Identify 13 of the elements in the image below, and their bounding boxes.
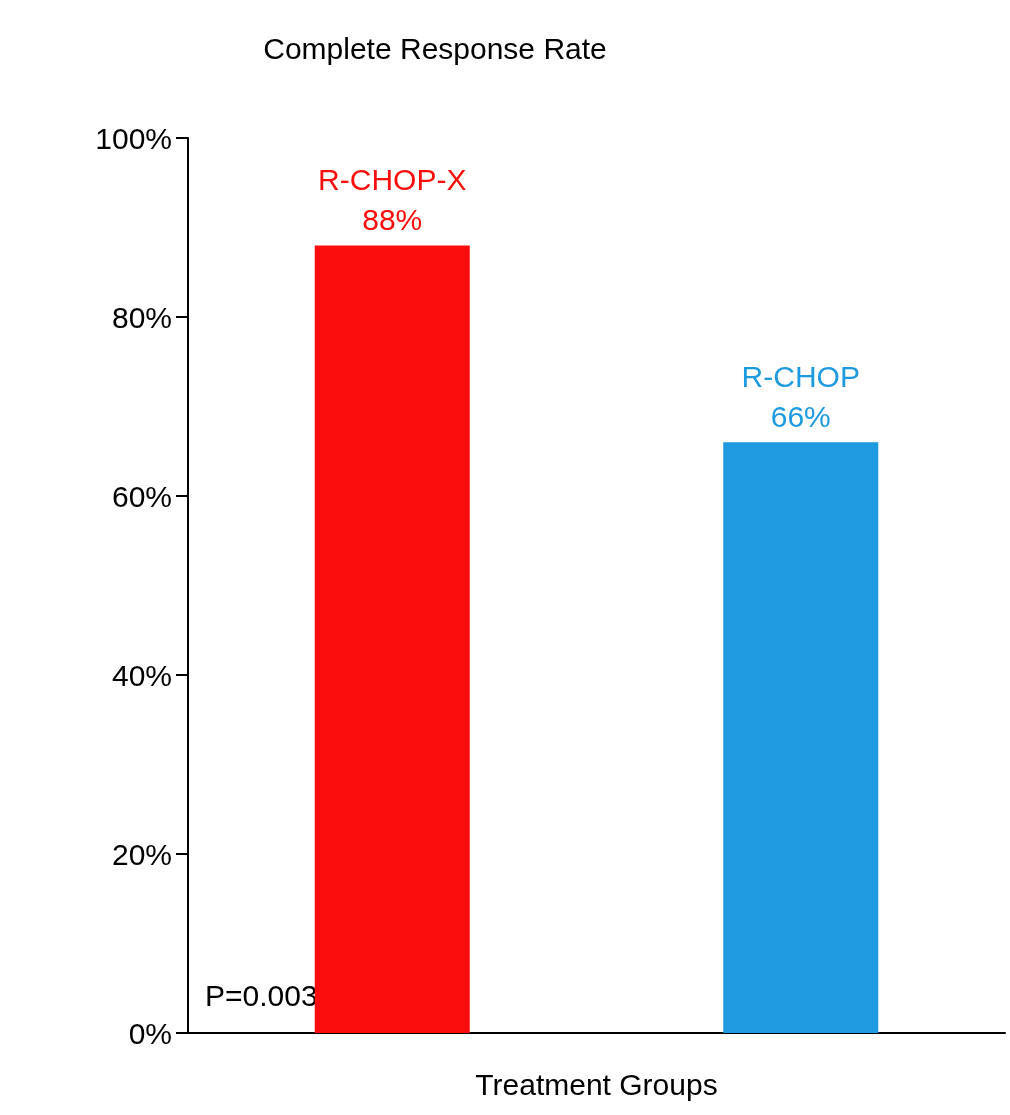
x-axis-title: Treatment Groups bbox=[475, 1067, 718, 1101]
y-tick-label: 100% bbox=[95, 121, 172, 155]
y-tick-label: 60% bbox=[111, 479, 172, 513]
data-label: 66% bbox=[770, 399, 831, 433]
chart-title: Complete Response Rate bbox=[263, 31, 607, 65]
y-tick-label: 20% bbox=[111, 837, 172, 871]
x-tick-label: R-CHOP bbox=[741, 359, 860, 393]
annotation: P=0.003 bbox=[205, 978, 318, 1012]
y-tick-label: 80% bbox=[111, 300, 172, 334]
x-tick-label: R-CHOP-X bbox=[318, 162, 467, 196]
y-tick-label: 0% bbox=[128, 1016, 172, 1050]
y-tick-label: 40% bbox=[111, 658, 172, 692]
data-label: 88% bbox=[362, 202, 423, 236]
